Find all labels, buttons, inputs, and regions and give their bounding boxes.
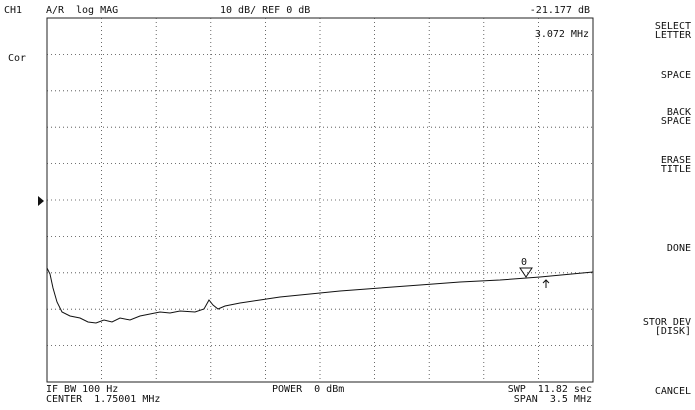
softkey-label[interactable]: SELECT	[655, 21, 691, 32]
power: POWER 0 dBm	[272, 384, 344, 395]
trace	[46, 200, 594, 324]
graticule	[47, 18, 593, 382]
softkey-label[interactable]: SPACE	[661, 70, 691, 81]
sweep: SWP 11.82 sec	[508, 384, 592, 395]
softkey-label[interactable]: STOR DEV	[643, 317, 691, 328]
marker-number: 0	[521, 257, 527, 268]
softkey-label[interactable]: TITLE	[661, 164, 691, 175]
softkey-label[interactable]: ERASE	[661, 155, 691, 166]
measurement: A/R	[46, 5, 65, 16]
span: SPAN 3.5 MHz	[514, 394, 592, 405]
marker-frequency: 3.072 MHz	[535, 29, 589, 40]
ref-pointer	[38, 196, 44, 206]
softkey-label[interactable]: DONE	[667, 243, 691, 254]
channel: CH1	[4, 5, 22, 16]
softkey[interactable]: STOR DEV[DISK]	[643, 317, 691, 337]
softkey-label[interactable]: [DISK]	[655, 326, 691, 337]
softkey[interactable]: DONE	[667, 243, 691, 254]
marker-value: -21.177 dB	[530, 5, 590, 16]
softkey[interactable]: SPACE	[661, 70, 691, 81]
center: CENTER 1.75001 MHz	[46, 394, 160, 405]
scale: 10 dB/ REF 0 dB	[220, 5, 310, 16]
softkey-label[interactable]: LETTER	[655, 30, 692, 41]
softkey[interactable]: CANCEL	[655, 386, 691, 397]
format: log MAG	[76, 5, 118, 16]
delta-arrow	[542, 279, 550, 288]
softkey-panel: SELECTLETTERSPACEBACKSPACEERASETITLEDONE…	[643, 21, 692, 397]
softkey-label[interactable]: BACK	[667, 107, 691, 118]
status: Cor	[8, 53, 26, 64]
softkey-label[interactable]: CANCEL	[655, 386, 691, 397]
softkey-label[interactable]: SPACE	[661, 116, 691, 127]
marker-triangle	[519, 267, 533, 278]
ifbw: IF BW 100 Hz	[46, 384, 118, 395]
